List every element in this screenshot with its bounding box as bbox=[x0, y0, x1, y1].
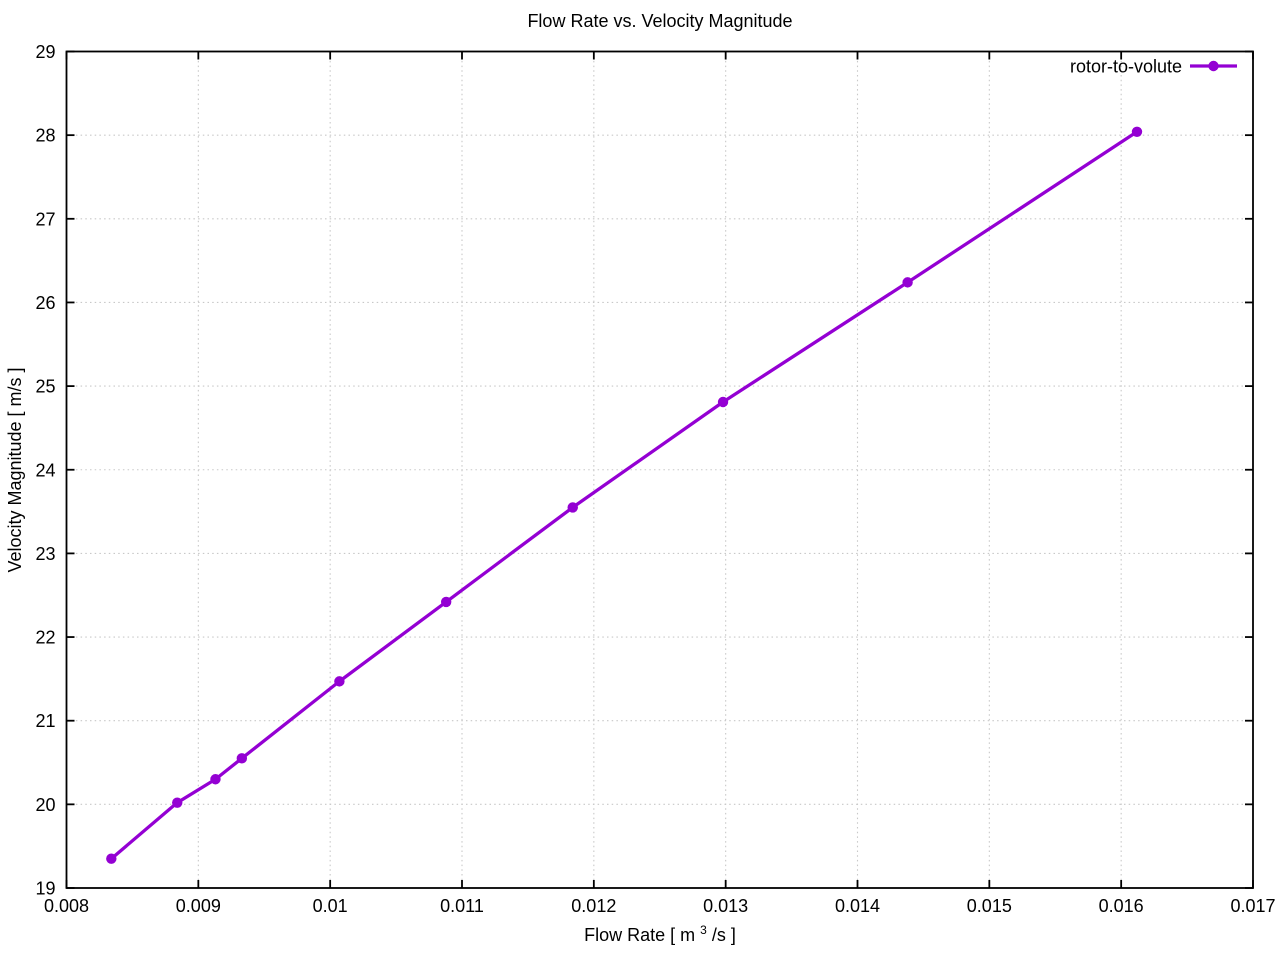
axis-tick-labels: 0.008 0.009 0.01 0.011 0.012 0.013 0.014 0.015 0… bbox=[35, 42, 1275, 916]
x-tick-label: 0.015 bbox=[967, 896, 1012, 916]
x-axis-label-superscript: 3 bbox=[700, 923, 707, 937]
y-tick-label: 23 bbox=[35, 544, 55, 564]
chart-title: Flow Rate vs. Velocity Magnitude bbox=[527, 11, 792, 31]
x-tick-label: 0.016 bbox=[1099, 896, 1144, 916]
data-point-marker bbox=[106, 853, 117, 864]
data-point-marker bbox=[717, 396, 729, 408]
x-axis-label: Flow Rate [ m 3 /s ] bbox=[584, 918, 736, 945]
data-point-marker bbox=[334, 676, 345, 687]
y-tick-label: 22 bbox=[35, 628, 55, 648]
y-tick-label: 26 bbox=[35, 293, 55, 313]
data-point-marker bbox=[567, 502, 578, 513]
x-tick-label: 0.008 bbox=[44, 896, 89, 916]
legend: rotor-to-volute bbox=[1070, 57, 1237, 77]
data-point-marker bbox=[210, 774, 221, 785]
x-tick-label: 0.017 bbox=[1230, 896, 1275, 916]
legend-label: rotor-to-volute bbox=[1070, 57, 1182, 77]
y-tick-label: 27 bbox=[35, 209, 55, 229]
series-line-rotor-to-volute bbox=[109, 130, 1139, 861]
x-tick-label: 0.01 bbox=[313, 896, 348, 916]
data-point-marker bbox=[236, 753, 248, 764]
y-tick-label: 28 bbox=[35, 126, 55, 146]
data-point-marker bbox=[902, 277, 913, 288]
y-tick-label: 29 bbox=[35, 42, 55, 62]
data-point-marker bbox=[1131, 126, 1143, 138]
x-axis-label-prefix: Flow Rate [ m bbox=[584, 925, 695, 945]
x-tick-label: 0.014 bbox=[835, 896, 880, 916]
y-tick-label: 21 bbox=[35, 711, 55, 731]
x-tick-label: 0.012 bbox=[571, 896, 616, 916]
y-tick-label: 20 bbox=[35, 795, 55, 815]
legend-marker bbox=[1208, 60, 1219, 72]
grid bbox=[66, 51, 1253, 888]
data-point-marker bbox=[440, 596, 452, 608]
x-tick-label: 0.011 bbox=[440, 896, 484, 916]
y-tick-label: 19 bbox=[35, 879, 55, 899]
y-tick-label: 24 bbox=[35, 460, 55, 480]
x-tick-label: 0.009 bbox=[176, 896, 221, 916]
x-axis-label-suffix: /s ] bbox=[712, 925, 736, 945]
x-tick-label: 0.013 bbox=[703, 896, 748, 916]
data-series bbox=[106, 126, 1143, 864]
y-tick-label: 25 bbox=[35, 377, 55, 397]
data-point-marker bbox=[172, 797, 183, 808]
axis-ticks bbox=[65, 50, 1254, 889]
y-axis-label: Velocity Magnitude [ m/s ] bbox=[5, 367, 25, 572]
